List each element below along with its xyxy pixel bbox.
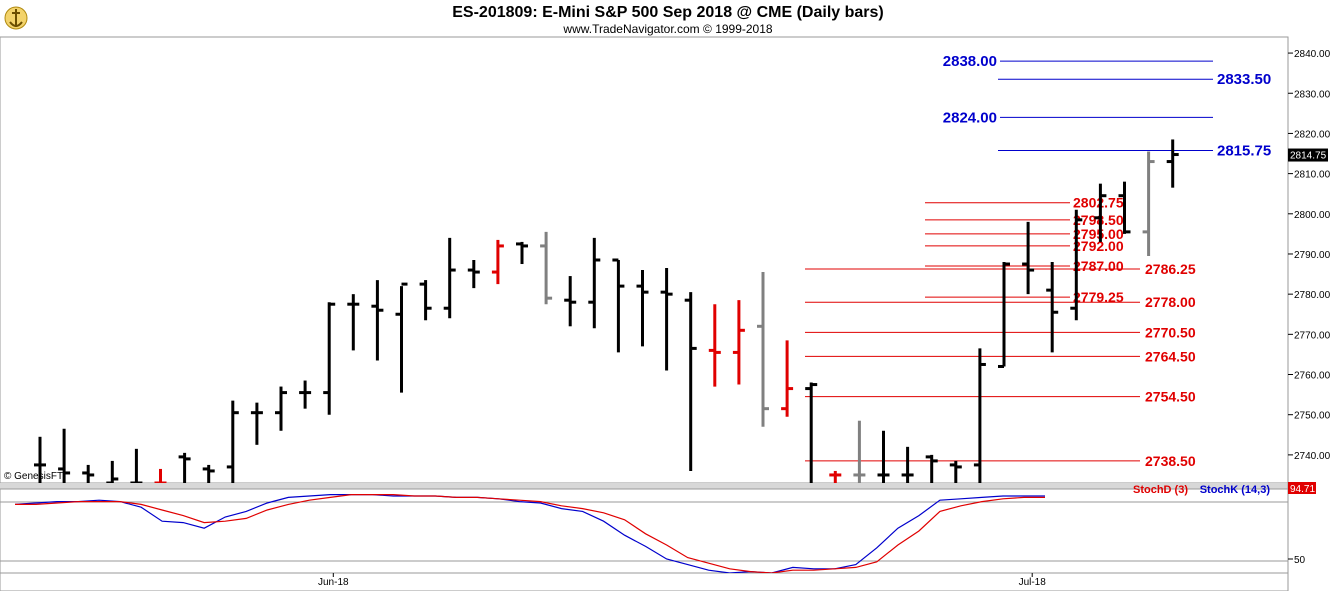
price-bar (443, 237, 456, 319)
price-bar (178, 452, 191, 483)
price-bar (226, 400, 239, 483)
price-bar (973, 348, 986, 483)
price-bar (491, 239, 504, 285)
price-bar (1166, 139, 1179, 188)
level-label: 2754.50 (1145, 389, 1196, 405)
level-label: 2815.75 (1217, 143, 1271, 160)
last-price-label: 2814.75 (1290, 151, 1327, 162)
level-label: 2798.50 (1073, 212, 1124, 228)
price-bar (323, 302, 336, 415)
level-label: 2778.00 (1145, 294, 1196, 310)
price-bar (154, 468, 167, 483)
price-tick-label: 2790.00 (1294, 250, 1331, 261)
price-bars (34, 139, 1179, 483)
price-bar (347, 294, 360, 351)
price-bar (1022, 221, 1035, 295)
price-bar (732, 300, 745, 385)
price-bar (1094, 183, 1107, 242)
chart-title: ES-201809: E-Mini S&P 500 Sep 2018 @ CME… (452, 4, 883, 21)
price-bar (130, 448, 143, 483)
price-bar (829, 470, 842, 483)
price-bar (781, 340, 794, 417)
level-label: 2802.75 (1073, 195, 1124, 211)
price-bar (299, 380, 312, 409)
price-bar (1142, 151, 1155, 256)
date-axis: Jun-18 Jul-18 (318, 573, 1046, 588)
price-bar (1046, 262, 1059, 353)
price-bar (1070, 209, 1083, 321)
price-bar (82, 464, 95, 483)
header: ES-201809: E-Mini S&P 500 Sep 2018 @ CME… (4, 4, 884, 36)
price-bar (636, 270, 649, 347)
date-tick-label: Jul-18 (1019, 577, 1047, 588)
price-tick-label: 2810.00 (1294, 170, 1331, 181)
copyright-label: © GenesisFT (4, 471, 63, 482)
price-bar (588, 237, 601, 329)
stoch-line-k (14, 494, 1045, 573)
price-tick-label: 2820.00 (1294, 129, 1331, 140)
price-bar (925, 454, 938, 483)
price-tick-label: 2830.00 (1294, 89, 1331, 100)
price-bar (805, 382, 818, 483)
price-bar (564, 276, 577, 327)
price-tick-label: 2750.00 (1294, 411, 1331, 422)
date-tick-label: Jun-18 (318, 577, 349, 588)
price-bar (250, 402, 263, 445)
price-bar (949, 460, 962, 483)
stochastic-legend: StochD (3) StochK (14,3) 94.71 (1133, 482, 1316, 496)
price-tick-label: 2760.00 (1294, 371, 1331, 382)
price-bar (877, 430, 890, 483)
stoch-tick-label: 50 (1294, 555, 1306, 566)
level-label: 2824.00 (943, 109, 997, 126)
price-bar (58, 428, 71, 483)
price-bar (540, 231, 553, 305)
price-bar (708, 304, 721, 387)
price-bar (419, 280, 432, 321)
price-bar (516, 241, 528, 265)
price-axis: 2740.00 2750.00 2760.00 2770.00 2780.00 2790.… (1288, 49, 1331, 462)
legend-stochk: StochK (14,3) (1200, 484, 1271, 496)
support-resistance-levels: 2838.00 2833.50 2824.00 2815.75 2802.752798.… (805, 53, 1271, 469)
panel-frames (0, 36, 1289, 591)
price-bar (467, 260, 480, 289)
stochastic-panel (14, 494, 1045, 573)
price-bar (371, 280, 384, 361)
level-label: 2792.00 (1073, 238, 1124, 254)
price-bar (275, 386, 287, 431)
level-label: 2770.50 (1145, 324, 1196, 340)
price-bar (757, 272, 769, 427)
price-bar (660, 268, 673, 371)
price-bar (202, 464, 215, 483)
price-tick-label: 2780.00 (1294, 290, 1331, 301)
price-tick-label: 2740.00 (1294, 451, 1331, 462)
level-label: 2786.25 (1145, 261, 1196, 277)
price-bar (612, 258, 625, 353)
price-tick-label: 2770.00 (1294, 330, 1331, 341)
price-bar (106, 460, 119, 483)
stoch-line-d (15, 494, 1045, 573)
price-bar (901, 446, 914, 483)
level-label: 2738.50 (1145, 453, 1196, 469)
level-label: 2787.00 (1073, 258, 1124, 274)
price-bar (1118, 181, 1131, 234)
price-bar (853, 420, 866, 483)
last-price-marker: 2814.75 (1288, 148, 1328, 162)
chart-subtitle: www.TradeNavigator.com © 1999-2018 (562, 22, 772, 36)
price-tick-label: 2800.00 (1294, 210, 1331, 221)
price-bar (684, 292, 697, 471)
price-bar (395, 282, 408, 393)
stoch-last-value: 94.71 (1290, 484, 1315, 495)
logo-icon (4, 6, 28, 30)
level-label: 2779.25 (1073, 289, 1124, 305)
level-label: 2795.00 (1073, 226, 1124, 242)
level-label: 2764.50 (1145, 348, 1196, 364)
level-label: 2833.50 (1217, 71, 1271, 88)
price-bar (998, 262, 1010, 368)
price-tick-label: 2840.00 (1294, 49, 1331, 60)
level-label: 2838.00 (943, 53, 997, 70)
price-bar (34, 436, 46, 483)
legend-stochd: StochD (3) (1133, 484, 1188, 496)
